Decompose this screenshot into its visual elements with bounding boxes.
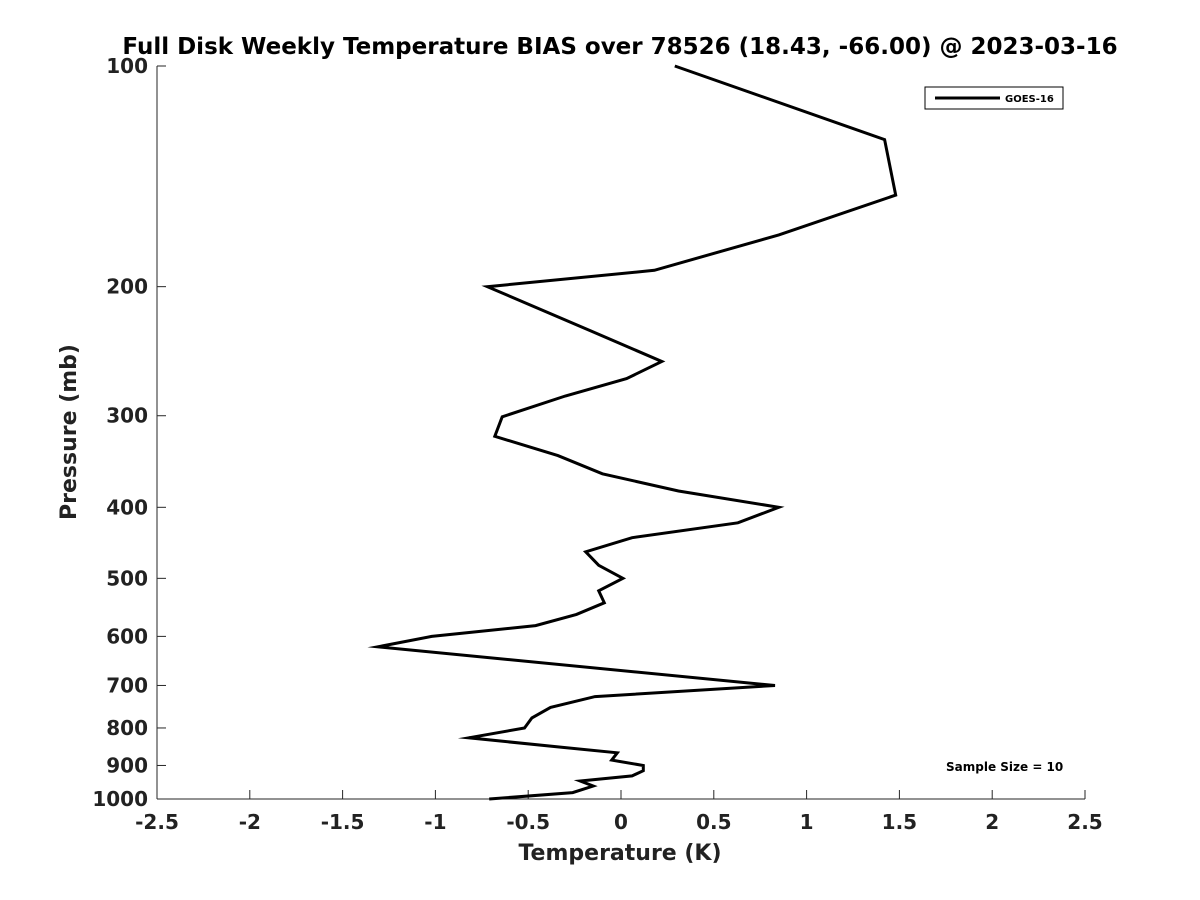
legend-label-goes-16: GOES-16	[1005, 94, 1054, 105]
y-tick-label: 200	[106, 275, 148, 299]
chart-title: Full Disk Weekly Temperature BIAS over 7…	[122, 34, 1117, 60]
y-tick-label: 100	[106, 54, 148, 78]
y-tick-label: 1000	[92, 787, 148, 811]
series-line-goes-16	[367, 64, 898, 801]
x-tick-label: -0.5	[506, 810, 550, 834]
y-tick-label: 500	[106, 566, 148, 590]
x-tick-label: -1	[424, 810, 446, 834]
x-tick-label: 2.5	[1067, 810, 1102, 834]
x-tick-label: 2	[985, 810, 999, 834]
legend: GOES-16	[924, 86, 1064, 110]
x-tick-label: 0.5	[696, 810, 731, 834]
series-layer	[367, 64, 898, 801]
y-tick-label: 900	[106, 753, 148, 777]
x-tick-label: 1	[800, 810, 814, 834]
x-tick-label: -2.5	[135, 810, 179, 834]
y-tick-label: 600	[106, 624, 148, 648]
y-tick-label: 300	[106, 404, 148, 428]
x-tick-label: 0	[614, 810, 628, 834]
y-tick-label: 700	[106, 673, 148, 697]
x-axis-title: Temperature (K)	[518, 841, 721, 866]
plot-axes: -2.5 -2 -1.5 -1 -0.5 0 0.5 1 1.5 2 2.5 100 200 300 400…	[92, 54, 1102, 834]
sample-size-annotation: Sample Size = 10	[946, 760, 1063, 774]
x-tick-label: 1.5	[882, 810, 917, 834]
x-tick-label: -2	[239, 810, 261, 834]
y-tick-label: 800	[106, 716, 148, 740]
y-axis-title: Pressure (mb)	[57, 344, 82, 520]
x-tick-label: -1.5	[321, 810, 365, 834]
y-tick-label: 400	[106, 495, 148, 519]
